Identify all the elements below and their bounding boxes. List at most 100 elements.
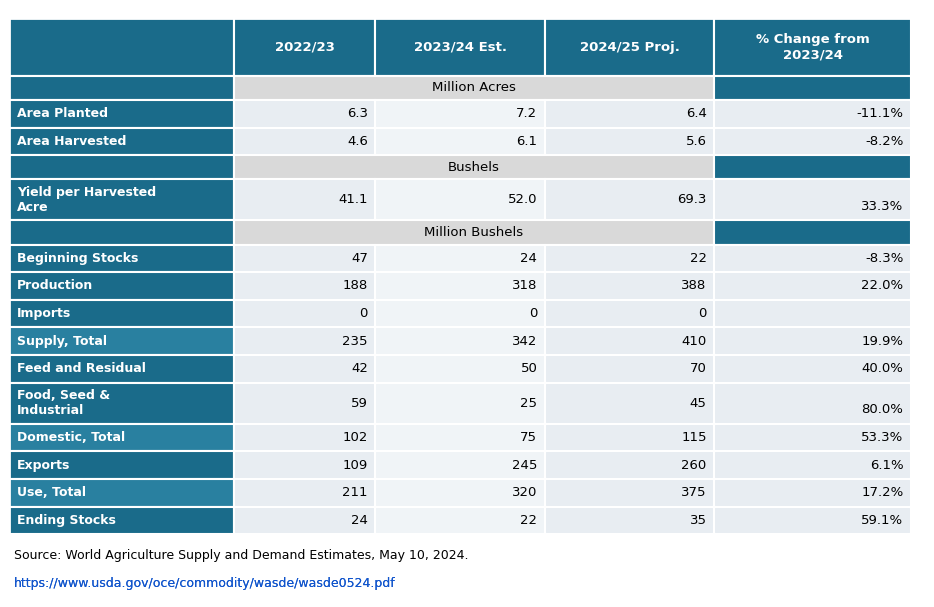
FancyBboxPatch shape xyxy=(715,382,911,424)
FancyBboxPatch shape xyxy=(9,452,234,479)
Text: 70: 70 xyxy=(690,362,707,375)
FancyBboxPatch shape xyxy=(9,76,234,100)
FancyBboxPatch shape xyxy=(715,179,911,220)
FancyBboxPatch shape xyxy=(9,424,234,452)
Text: 53.3%: 53.3% xyxy=(861,431,903,444)
Text: 342: 342 xyxy=(512,334,537,348)
FancyBboxPatch shape xyxy=(375,479,545,507)
FancyBboxPatch shape xyxy=(9,100,234,127)
Text: 59: 59 xyxy=(351,396,368,410)
FancyBboxPatch shape xyxy=(234,155,715,179)
FancyBboxPatch shape xyxy=(234,100,375,127)
FancyBboxPatch shape xyxy=(9,272,234,300)
Text: 75: 75 xyxy=(520,431,537,444)
Text: 69.3: 69.3 xyxy=(677,194,707,206)
FancyBboxPatch shape xyxy=(234,327,375,355)
FancyBboxPatch shape xyxy=(375,300,545,327)
Text: -8.3%: -8.3% xyxy=(865,252,903,265)
FancyBboxPatch shape xyxy=(715,245,911,272)
Text: 5.6: 5.6 xyxy=(686,135,707,148)
FancyBboxPatch shape xyxy=(234,355,375,382)
FancyBboxPatch shape xyxy=(234,18,375,76)
Text: 109: 109 xyxy=(343,459,368,472)
FancyBboxPatch shape xyxy=(545,507,715,534)
FancyBboxPatch shape xyxy=(715,127,911,155)
FancyBboxPatch shape xyxy=(545,424,715,452)
FancyBboxPatch shape xyxy=(715,424,911,452)
Text: Bushels: Bushels xyxy=(448,161,500,174)
FancyBboxPatch shape xyxy=(9,479,234,507)
FancyBboxPatch shape xyxy=(375,507,545,534)
FancyBboxPatch shape xyxy=(715,479,911,507)
Text: 2022/23: 2022/23 xyxy=(275,41,334,53)
Text: 2024/25 Proj.: 2024/25 Proj. xyxy=(579,41,679,53)
Text: Use, Total: Use, Total xyxy=(17,486,86,499)
Text: 0: 0 xyxy=(699,307,707,320)
FancyBboxPatch shape xyxy=(234,452,375,479)
FancyBboxPatch shape xyxy=(715,327,911,355)
FancyBboxPatch shape xyxy=(715,100,911,127)
FancyBboxPatch shape xyxy=(375,355,545,382)
Text: 318: 318 xyxy=(512,279,537,293)
FancyBboxPatch shape xyxy=(375,100,545,127)
FancyBboxPatch shape xyxy=(375,18,545,76)
Text: 80.0%: 80.0% xyxy=(861,404,903,416)
Text: -8.2%: -8.2% xyxy=(865,135,903,148)
Text: 410: 410 xyxy=(682,334,707,348)
Text: 320: 320 xyxy=(512,486,537,499)
Text: 245: 245 xyxy=(512,459,537,472)
FancyBboxPatch shape xyxy=(375,382,545,424)
FancyBboxPatch shape xyxy=(234,245,375,272)
Text: 102: 102 xyxy=(343,431,368,444)
Text: 50: 50 xyxy=(520,362,537,375)
FancyBboxPatch shape xyxy=(234,272,375,300)
Text: Exports: Exports xyxy=(17,459,70,472)
FancyBboxPatch shape xyxy=(545,479,715,507)
Text: Beginning Stocks: Beginning Stocks xyxy=(17,252,138,265)
FancyBboxPatch shape xyxy=(234,479,375,507)
FancyBboxPatch shape xyxy=(234,220,715,245)
FancyBboxPatch shape xyxy=(9,127,234,155)
FancyBboxPatch shape xyxy=(375,327,545,355)
Text: Production: Production xyxy=(17,279,93,293)
Text: Food, Seed &
Industrial: Food, Seed & Industrial xyxy=(17,389,110,417)
Text: Imports: Imports xyxy=(17,307,71,320)
FancyBboxPatch shape xyxy=(715,18,911,76)
Text: Domestic, Total: Domestic, Total xyxy=(17,431,125,444)
Text: 260: 260 xyxy=(682,459,707,472)
Text: 0: 0 xyxy=(529,307,537,320)
FancyBboxPatch shape xyxy=(545,300,715,327)
FancyBboxPatch shape xyxy=(234,507,375,534)
FancyBboxPatch shape xyxy=(545,100,715,127)
FancyBboxPatch shape xyxy=(9,355,234,382)
FancyBboxPatch shape xyxy=(375,452,545,479)
Text: 35: 35 xyxy=(689,514,707,527)
Text: -11.1%: -11.1% xyxy=(856,107,903,120)
FancyBboxPatch shape xyxy=(715,220,911,245)
Text: 0: 0 xyxy=(360,307,368,320)
Text: 211: 211 xyxy=(343,486,368,499)
FancyBboxPatch shape xyxy=(715,355,911,382)
FancyBboxPatch shape xyxy=(545,127,715,155)
Text: 6.3: 6.3 xyxy=(347,107,368,120)
Text: 6.1%: 6.1% xyxy=(870,459,903,472)
Text: 17.2%: 17.2% xyxy=(861,486,903,499)
Text: 41.1: 41.1 xyxy=(338,194,368,206)
FancyBboxPatch shape xyxy=(545,18,715,76)
Text: 22.0%: 22.0% xyxy=(861,279,903,293)
FancyBboxPatch shape xyxy=(715,272,911,300)
FancyBboxPatch shape xyxy=(375,245,545,272)
FancyBboxPatch shape xyxy=(545,327,715,355)
Text: 375: 375 xyxy=(681,486,707,499)
Text: 45: 45 xyxy=(690,396,707,410)
FancyBboxPatch shape xyxy=(715,507,911,534)
Text: 47: 47 xyxy=(351,252,368,265)
Text: Supply, Total: Supply, Total xyxy=(17,334,106,348)
Text: 188: 188 xyxy=(343,279,368,293)
Text: Source: World Agriculture Supply and Demand Estimates, May 10, 2024.: Source: World Agriculture Supply and Dem… xyxy=(14,549,469,562)
FancyBboxPatch shape xyxy=(545,272,715,300)
FancyBboxPatch shape xyxy=(545,245,715,272)
Text: https://www.usda.gov/oce/commodity/wasde/wasde0524.pdf: https://www.usda.gov/oce/commodity/wasde… xyxy=(14,577,396,589)
Text: 42: 42 xyxy=(351,362,368,375)
FancyBboxPatch shape xyxy=(9,507,234,534)
